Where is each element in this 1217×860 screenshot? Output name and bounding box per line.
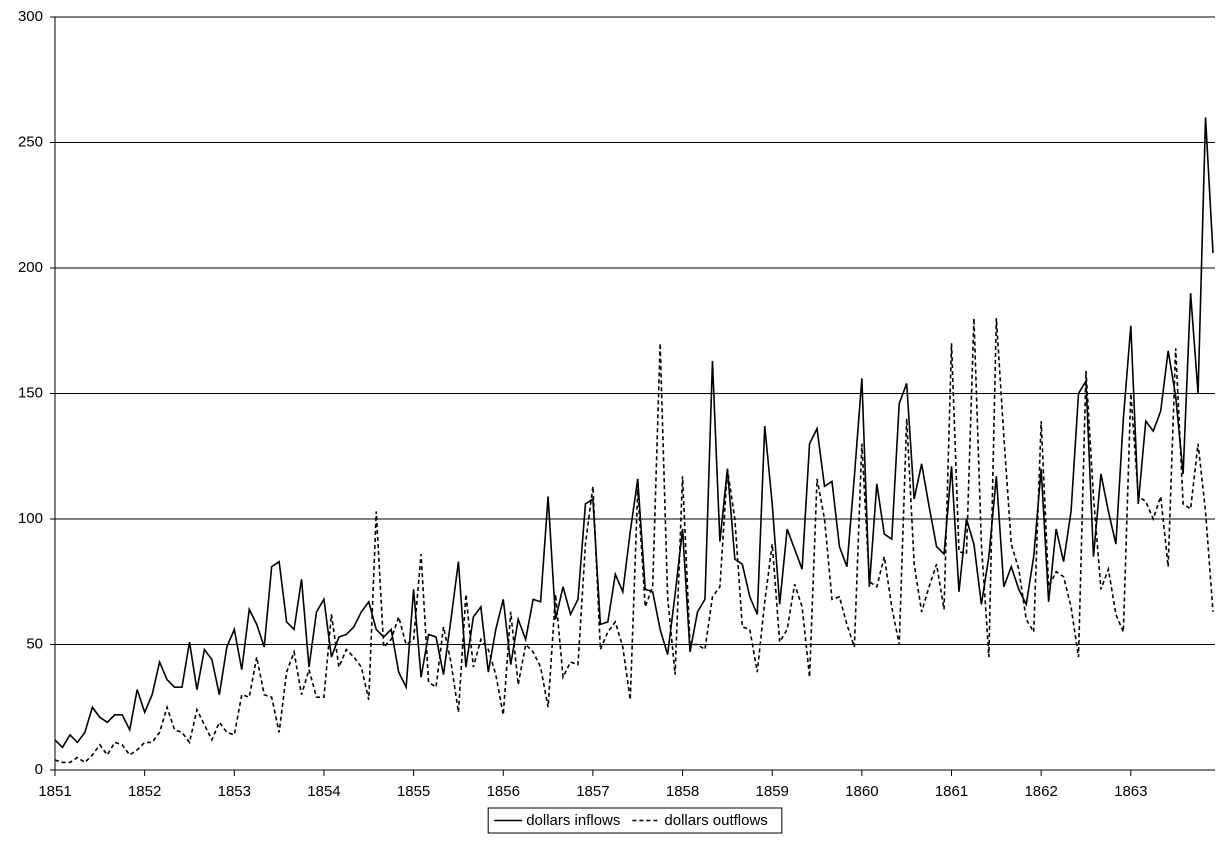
x-tick-label: 1856 bbox=[487, 783, 520, 800]
y-tick-label: 200 bbox=[18, 259, 43, 276]
series-line bbox=[54, 117, 1214, 749]
x-tick-label: 1860 bbox=[845, 783, 878, 800]
x-tick-label: 1851 bbox=[38, 783, 71, 800]
x-tick-label: 1852 bbox=[128, 783, 161, 800]
legend: dollars inflows dollars outflows bbox=[487, 807, 783, 834]
x-tick-label: 1855 bbox=[397, 783, 430, 800]
y-tick-label: 300 bbox=[18, 8, 43, 25]
y-tick-label: 50 bbox=[26, 635, 43, 652]
y-tick-label: 0 bbox=[35, 761, 43, 778]
x-tick-label: 1861 bbox=[935, 783, 968, 800]
legend-label: dollars outflows bbox=[664, 812, 767, 829]
x-tick-label: 1853 bbox=[218, 783, 251, 800]
x-tick-label: 1857 bbox=[576, 783, 609, 800]
series-line bbox=[54, 318, 1214, 764]
legend-label: dollars inflows bbox=[526, 812, 620, 829]
x-tick-label: 1862 bbox=[1024, 783, 1057, 800]
x-tick-label: 1859 bbox=[756, 783, 789, 800]
y-tick-label: 150 bbox=[18, 384, 43, 401]
y-tick-label: 250 bbox=[18, 133, 43, 150]
x-tick-label: 1854 bbox=[307, 783, 340, 800]
x-tick-label: 1858 bbox=[666, 783, 699, 800]
y-tick-label: 100 bbox=[18, 510, 43, 527]
x-tick-label: 1863 bbox=[1114, 783, 1147, 800]
